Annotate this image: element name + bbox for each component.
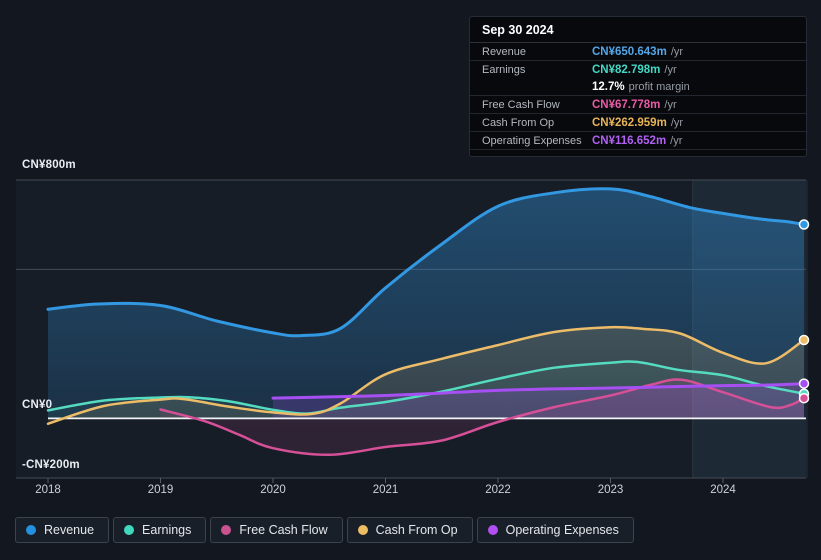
endpoint-dot-operating-expenses (798, 378, 810, 389)
tooltip-unit: /yr (670, 134, 683, 147)
y-tick-800m: CN¥800m (22, 159, 76, 171)
chart-legend: Revenue Earnings Free Cash Flow Cash Fro… (15, 517, 634, 543)
cash-from-op-series-dot-icon (357, 525, 368, 535)
tooltip-value: CN¥262.959m (592, 116, 667, 129)
tooltip-label: Operating Expenses (482, 134, 582, 147)
x-tick-2019: 2019 (147, 484, 174, 496)
tooltip-unit: /yr (664, 63, 677, 76)
tooltip-value: CN¥82.798m (592, 63, 661, 76)
revenue-series-dot-icon (26, 525, 36, 535)
tooltip-label: Cash From Op (482, 116, 555, 129)
tooltip-label: Free Cash Flow (482, 98, 560, 111)
y-tick-neg200m: -CN¥200m (22, 459, 80, 471)
line-operating-expenses (271, 382, 806, 400)
line-free-cash-flow (159, 378, 806, 457)
line-cash-from-op (46, 325, 806, 426)
tooltip-label: Revenue (482, 45, 527, 58)
profit-margin-label: profit margin (628, 80, 690, 93)
legend-label: Operating Expenses (505, 523, 619, 537)
tooltip-date: Sep 30 2024 (470, 17, 806, 43)
legend-item-earnings[interactable]: Earnings (113, 517, 207, 543)
earnings-series-dot-icon (124, 525, 135, 535)
operating-expenses-series-dot-icon (487, 525, 498, 535)
tooltip-value: CN¥650.643m (592, 45, 667, 58)
tooltip-value: CN¥67.778m (592, 98, 661, 111)
x-tick-2024: 2024 (710, 484, 736, 496)
chart-tooltip: Sep 30 2024 Revenue CN¥650.643m /yr Earn… (469, 16, 807, 157)
area-fill-operating-expenses (273, 383, 804, 419)
x-tick-2022: 2022 (485, 484, 511, 496)
x-tick-2023: 2023 (597, 484, 624, 496)
tooltip-unit: /yr (670, 45, 684, 58)
legend-item-operating-expenses[interactable]: Operating Expenses (476, 517, 634, 543)
x-tick-2018: 2018 (35, 484, 61, 496)
profit-margin-value: 12.7% (592, 80, 625, 93)
line-revenue (46, 187, 806, 338)
endpoint-dot-free-cash-flow (798, 392, 810, 404)
y-tick-0: CN¥0 (22, 399, 53, 411)
tooltip-row-earnings: Earnings CN¥82.798m /yr (470, 61, 806, 78)
tooltip-unit: /yr (670, 116, 684, 129)
tooltip-row-cash-from-op: Cash From Op CN¥262.959m /yr (470, 114, 806, 132)
tooltip-row-profit-margin: 12.7% profit margin (470, 78, 806, 96)
line-earnings (46, 360, 806, 415)
free-cash-flow-series-dot-icon (221, 525, 232, 535)
endpoint-dot-revenue (798, 219, 810, 230)
tooltip-unit: /yr (664, 98, 677, 111)
legend-label: Earnings (142, 523, 192, 537)
x-tick-2020: 2020 (260, 484, 286, 496)
legend-item-free-cash-flow[interactable]: Free Cash Flow (210, 517, 343, 543)
legend-item-cash-from-op[interactable]: Cash From Op (346, 517, 473, 543)
x-tick-2021: 2021 (372, 484, 399, 496)
tooltip-label: Earnings (482, 63, 526, 76)
legend-item-revenue[interactable]: Revenue (15, 517, 110, 543)
tooltip-row-revenue: Revenue CN¥650.643m /yr (470, 43, 806, 61)
tooltip-value: CN¥116.652m (592, 134, 667, 147)
endpoint-dot-cash-from-op (798, 334, 810, 346)
legend-label: Revenue (44, 523, 95, 537)
legend-label: Free Cash Flow (239, 523, 328, 537)
tooltip-row-operating-expenses: Operating Expenses CN¥116.652m /yr (470, 132, 806, 150)
legend-label: Cash From Op (375, 523, 458, 537)
tooltip-row-free-cash-flow: Free Cash Flow CN¥67.778m /yr (470, 96, 806, 114)
